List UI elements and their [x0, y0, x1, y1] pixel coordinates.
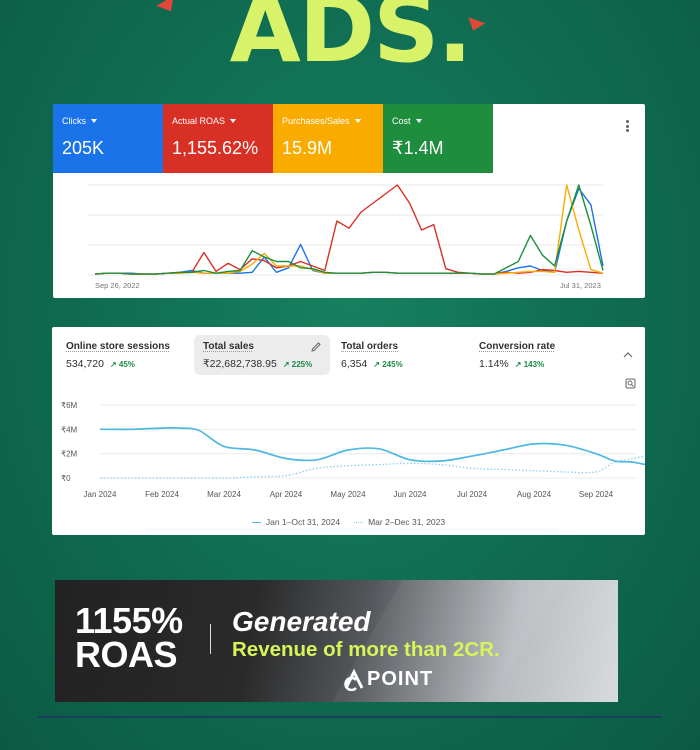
metric-value: ₹22,682,738.95	[203, 358, 277, 370]
metric-change: ↗ 225%	[282, 360, 313, 369]
y-tick-label: ₹4M	[61, 425, 78, 434]
metric-label: Purchases/Sales	[282, 116, 350, 126]
x-tick-label: Apr 2024	[270, 490, 303, 499]
revenue-text: Revenue of more than 2CR.	[232, 638, 500, 661]
footer-divider	[38, 716, 662, 718]
logo-text: POINT	[367, 668, 434, 690]
more-options-icon[interactable]	[626, 120, 629, 132]
series-line-cost	[94, 184, 604, 275]
metric-value: 15.9M	[282, 138, 333, 158]
chart-end-date: Jul 31, 2023	[560, 281, 601, 290]
metric-change-value: 45%	[118, 360, 135, 369]
metric-change: ↗ 245%	[373, 360, 403, 369]
chevron-up-icon[interactable]	[623, 351, 633, 359]
generated-text: Generated	[232, 606, 371, 637]
metric-value: 6,354	[341, 358, 368, 370]
pencil-icon[interactable]	[310, 341, 322, 353]
legend-label: Mar 2–Dec 31, 2023	[368, 517, 446, 527]
metric-change-value: 245%	[382, 360, 403, 369]
series-line-clicks	[94, 187, 604, 275]
analyze-icon[interactable]	[625, 378, 636, 389]
ads-line-chart	[88, 184, 604, 276]
metric-conversion-rate[interactable]: Conversion rate 1.14% ↗ 143%	[470, 335, 605, 375]
chart-start-date: Sep 26, 2022	[95, 281, 140, 290]
metric-tile-cost[interactable]: Cost ₹1.4M	[383, 104, 493, 173]
metric-total-orders[interactable]: Total orders 6,354 ↗ 245%	[332, 335, 467, 375]
y-tick-label: ₹6M	[61, 401, 78, 410]
store-analytics-panel: Online store sessions 534,720 ↗ 45% Total…	[52, 327, 645, 535]
x-tick-label: Feb 2024	[145, 490, 179, 499]
x-tick-label: Mar 2024	[207, 490, 241, 499]
dropdown-caret-icon	[354, 119, 361, 123]
legend-item-current: Jan 1–Oct 31, 2024	[251, 517, 341, 527]
metric-value: ₹1.4M	[392, 138, 444, 158]
chart-legend: Jan 1–Oct 31, 2024 Mar 2–Dec 31, 2023	[52, 517, 645, 527]
metric-tile-actual-roas[interactable]: Actual ROAS 1,155.62%	[163, 104, 273, 173]
dropdown-caret-icon	[91, 119, 97, 123]
x-tick-label: Sep 2024	[579, 490, 614, 499]
metric-label: Online store sessions	[66, 341, 170, 352]
series-line-actual-roas	[94, 184, 604, 275]
divider	[210, 624, 211, 654]
metric-tile-clicks[interactable]: Clicks 205K	[53, 104, 163, 173]
series-line-current	[99, 427, 645, 466]
metric-label: Total orders	[341, 341, 399, 352]
metric-label: Cost	[392, 116, 411, 126]
metric-label: Total sales	[203, 341, 254, 352]
x-tick-label: Jan 2024	[84, 490, 117, 499]
roas-percent: 1155%	[75, 600, 183, 641]
dropdown-caret-icon	[415, 119, 422, 123]
metric-label: Clicks	[62, 116, 86, 126]
series-line-previous	[100, 455, 645, 479]
x-tick-label: Jun 2024	[394, 490, 427, 499]
ads-performance-panel: Clicks 205K Actual ROAS 1,155.62% Purcha…	[53, 104, 645, 298]
y-tick-label: ₹2M	[61, 450, 78, 459]
roas-label: ROAS	[75, 634, 178, 675]
legend-item-previous: Mar 2–Dec 31, 2023	[354, 517, 445, 527]
x-tick-label: May 2024	[330, 490, 366, 499]
results-banner: 1155% ROAS Generated Revenue of more tha…	[55, 580, 618, 702]
metric-value: 534,720	[66, 358, 104, 370]
metric-value: 1.14%	[479, 358, 509, 370]
logo-mark-icon	[344, 668, 364, 691]
metric-label: Actual ROAS	[172, 116, 226, 126]
dropdown-caret-icon	[230, 119, 237, 123]
series-line-purchases-sales	[94, 184, 604, 275]
metric-value: 1,155.62%	[172, 138, 259, 158]
x-tick-label: Jul 2024	[457, 490, 488, 499]
metric-total-sales[interactable]: Total sales ₹22,682,738.95 ↗ 225%	[194, 335, 330, 375]
metric-tile-purchases[interactable]: Purchases/Sales 15.9M	[273, 104, 383, 173]
metric-change: ↗ 143%	[514, 360, 545, 369]
metric-change-value: 225%	[291, 360, 313, 369]
metric-online-store-sessions[interactable]: Online store sessions 534,720 ↗ 45%	[57, 335, 192, 375]
y-tick-label: ₹0	[61, 474, 71, 483]
brand-logo: POINT	[343, 668, 433, 691]
metric-label: Conversion rate	[479, 341, 556, 352]
x-tick-label: Aug 2024	[517, 490, 552, 499]
metric-value: 205K	[62, 138, 105, 158]
legend-label: Jan 1–Oct 31, 2024	[265, 517, 341, 527]
sales-line-chart: ₹6M ₹4M ₹2M ₹0 Jan 2024 Feb 2024 Mar 2024 Apr 2…	[61, 401, 645, 499]
headline-ads: ADS.	[229, 0, 473, 83]
metric-change: ↗ 45%	[109, 360, 135, 369]
roas-headline: 1155% ROAS	[75, 600, 183, 675]
metric-change-value: 143%	[523, 360, 545, 369]
